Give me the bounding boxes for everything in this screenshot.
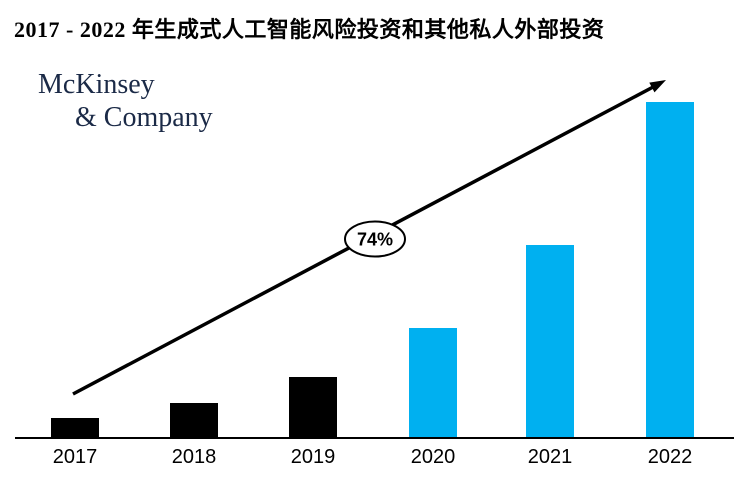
x-axis-label-2018: 2018: [171, 446, 217, 468]
bar-2020: [409, 328, 457, 438]
bar-2019: [289, 377, 337, 438]
bar-2022: [646, 102, 694, 438]
bar-2021: [526, 245, 574, 438]
bar-2017: [51, 418, 99, 438]
x-axis-label-2017: 2017: [52, 446, 98, 468]
x-axis-label-2021: 2021: [527, 446, 573, 468]
x-axis-label-2020: 2020: [410, 446, 456, 468]
x-axis-label-2022: 2022: [647, 446, 693, 468]
x-axis-label-2019: 2019: [290, 446, 336, 468]
x-axis-line: [15, 437, 734, 439]
page-title: 2017 - 2022 年生成式人工智能风险投资和其他私人外部投资: [14, 17, 605, 42]
bar-2018: [170, 403, 218, 438]
